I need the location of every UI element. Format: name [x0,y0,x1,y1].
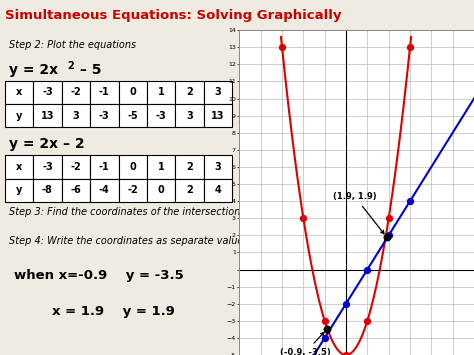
Bar [90,104,118,127]
Text: 2: 2 [186,185,193,195]
Bar [62,155,90,179]
Text: 13: 13 [41,111,54,121]
Text: – 5: – 5 [75,62,101,77]
Text: y = 2x – 2: y = 2x – 2 [9,137,85,151]
Text: -5: -5 [128,111,138,121]
Text: -1: -1 [99,87,109,97]
Bar [147,155,175,179]
Bar [62,104,90,127]
Text: -3: -3 [42,87,53,97]
Point [383,234,390,240]
Text: (-0.9, -3.5): (-0.9, -3.5) [280,332,331,355]
Bar [175,179,204,202]
Text: Step 4: Write the coordinates as separate values: Step 4: Write the coordinates as separat… [9,236,249,246]
Text: y = 2x: y = 2x [9,62,59,77]
Bar [204,81,232,104]
Bar [33,155,62,179]
Bar [175,155,204,179]
Bar [175,81,204,104]
Bar [62,81,90,104]
Text: x = 1.9    y = 1.9: x = 1.9 y = 1.9 [52,305,175,318]
Bar [90,155,118,179]
Text: -3: -3 [156,111,166,121]
Bar [5,179,33,202]
Bar [118,81,147,104]
Text: 1: 1 [158,87,164,97]
Bar [5,155,33,179]
Point [364,318,371,324]
Bar [5,104,33,127]
Point [385,233,392,238]
Text: when x=-0.9    y = -3.5: when x=-0.9 y = -3.5 [14,269,184,282]
Bar [62,179,90,202]
Text: x: x [16,162,22,172]
Text: 1: 1 [158,162,164,172]
Text: -2: -2 [71,87,81,97]
Text: -3: -3 [99,111,109,121]
Text: 2: 2 [186,87,193,97]
Text: 2: 2 [186,162,193,172]
Bar [33,81,62,104]
Bar [147,104,175,127]
Bar [175,104,204,127]
Text: 4: 4 [215,185,221,195]
Point [323,327,330,332]
Text: 0: 0 [129,87,136,97]
Text: 0: 0 [158,185,164,195]
Point [342,301,350,307]
Text: Step 3: Find the coordinates of the intersection: Step 3: Find the coordinates of the inte… [9,207,241,217]
Bar [147,179,175,202]
Bar [5,81,33,104]
Point [300,215,307,221]
Text: 0: 0 [129,162,136,172]
Text: -2: -2 [71,162,81,172]
Text: 13: 13 [211,111,225,121]
Bar [118,179,147,202]
Text: -6: -6 [71,185,81,195]
Text: Simultaneous Equations: Solving Graphically: Simultaneous Equations: Solving Graphica… [5,9,341,22]
Bar [147,81,175,104]
Text: -3: -3 [42,162,53,172]
Bar [118,104,147,127]
Bar [33,179,62,202]
Point [321,335,328,341]
Text: -2: -2 [128,185,138,195]
Text: 3: 3 [215,87,221,97]
Bar [90,81,118,104]
Point [321,318,328,324]
Point [406,44,414,50]
Bar [33,104,62,127]
Text: 3: 3 [215,162,221,172]
Text: (1.9, 1.9): (1.9, 1.9) [333,192,384,234]
Text: -8: -8 [42,185,53,195]
Point [364,267,371,272]
Text: 3: 3 [73,111,79,121]
Text: x: x [16,87,22,97]
Point [342,352,350,355]
Bar [90,179,118,202]
Bar [204,104,232,127]
Point [278,44,286,50]
Text: -4: -4 [99,185,109,195]
Bar [204,179,232,202]
Text: -1: -1 [99,162,109,172]
Text: Step 2: Plot the equations: Step 2: Plot the equations [9,40,137,50]
Point [406,198,414,204]
Bar [118,155,147,179]
Text: 2: 2 [67,61,74,71]
Text: 3: 3 [186,111,193,121]
Point [385,215,392,221]
Bar [204,155,232,179]
Text: y: y [16,185,22,195]
Text: y: y [16,111,22,121]
